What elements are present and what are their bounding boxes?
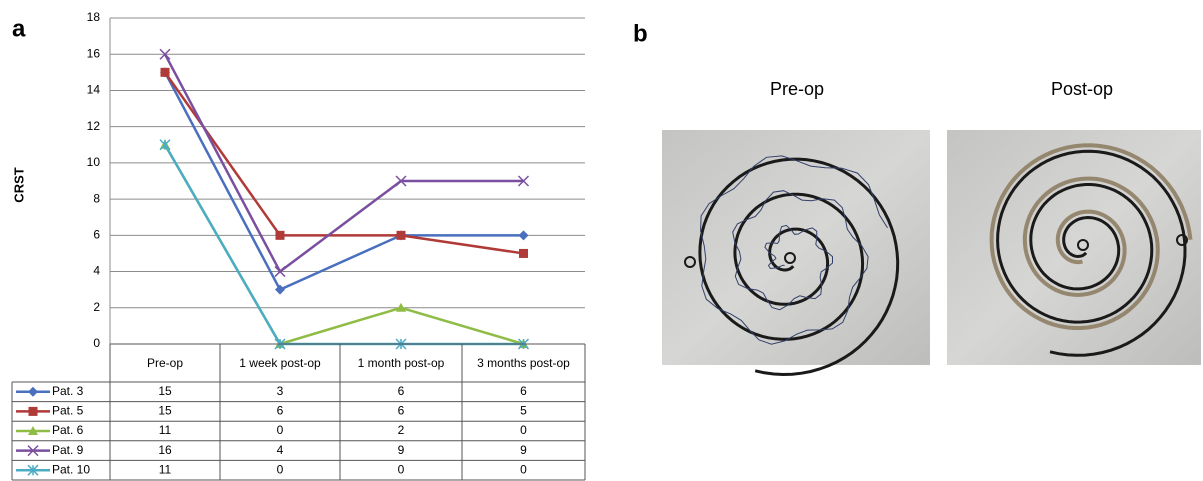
marker <box>517 175 530 187</box>
legend-marker <box>28 386 38 397</box>
x-category-cell: 1 month post-op <box>357 355 445 370</box>
photo-label: Post-op <box>1051 79 1113 99</box>
legend-label: Pat. 10 <box>52 462 90 476</box>
table-value: 15 <box>158 384 172 398</box>
photo-drawings <box>684 143 1193 377</box>
marker <box>159 48 171 60</box>
x-category-cell: 3 months post-op <box>477 355 570 370</box>
y-tick-label: 8 <box>93 191 100 205</box>
x-tick-label: 1 month post-op <box>357 355 445 370</box>
y-tick-label: 4 <box>93 264 100 278</box>
table-value: 6 <box>398 404 405 418</box>
table-value: 2 <box>398 423 405 437</box>
legend-label: Pat. 5 <box>52 404 84 418</box>
table-value: 11 <box>159 423 172 437</box>
panel-label: b <box>633 20 648 47</box>
y-tick-label: 12 <box>87 119 101 133</box>
series-line <box>163 53 524 274</box>
spiral-center <box>784 252 796 264</box>
table-value: 4 <box>277 443 284 457</box>
y-tick-label: 2 <box>93 300 100 314</box>
x-category-cell: 1 week post-op <box>239 355 321 370</box>
marker <box>275 284 285 295</box>
spiral <box>996 149 1187 357</box>
y-tick-label: 0 <box>93 336 100 350</box>
x-tick-label: 1 week post-op <box>239 355 321 370</box>
trace <box>700 155 888 345</box>
x-category-cell: Pre-op <box>146 355 184 370</box>
series-line <box>163 71 524 292</box>
marker <box>160 67 170 77</box>
table-value: 0 <box>520 423 527 437</box>
table-value: 0 <box>277 462 284 476</box>
marker <box>519 248 528 258</box>
table-value: 11 <box>159 462 172 476</box>
table-value: 0 <box>277 423 284 437</box>
y-axis-label: CRST <box>11 167 26 202</box>
legend-marker <box>27 464 39 476</box>
marker <box>518 230 529 241</box>
table-value: 6 <box>520 384 527 398</box>
x-tick-label: Pre-op <box>146 355 184 370</box>
table-value: 5 <box>520 404 527 418</box>
legend-label: Pat. 6 <box>52 423 84 437</box>
table-value: 15 <box>158 404 172 418</box>
spiral <box>698 157 900 377</box>
y-tick-label: 16 <box>87 46 101 60</box>
table-value: 16 <box>158 443 172 457</box>
x-tick-label: 3 months post-op <box>477 355 570 370</box>
marker <box>274 266 286 278</box>
y-tick-label: 18 <box>87 10 101 24</box>
spiral-center <box>1077 239 1089 251</box>
legend-marker <box>28 426 38 435</box>
photo-label: Pre-op <box>770 79 824 99</box>
y-tick-label: 6 <box>93 228 100 242</box>
legend-label: Pat. 9 <box>52 443 84 457</box>
photo-pre-op <box>662 130 930 365</box>
table-value: 9 <box>520 443 527 457</box>
table-value: 3 <box>277 384 284 398</box>
table-value: 6 <box>277 404 284 418</box>
legend-label: Pat. 3 <box>52 384 84 398</box>
marker <box>395 175 407 187</box>
legend-marker <box>27 445 39 457</box>
table-value: 0 <box>398 462 405 476</box>
trace <box>989 143 1193 330</box>
marker <box>159 139 171 151</box>
marker <box>275 230 285 240</box>
table-value: 6 <box>398 384 405 398</box>
series-line <box>163 71 524 255</box>
y-tick-label: 10 <box>87 155 101 169</box>
spiral-end <box>1176 234 1188 246</box>
table-value: 0 <box>520 462 527 476</box>
table-value: 9 <box>398 443 405 457</box>
legend-marker <box>28 406 38 416</box>
panel-label: a <box>12 15 26 42</box>
y-tick-label: 14 <box>87 83 101 97</box>
spiral-end <box>684 256 696 268</box>
marker <box>396 230 406 240</box>
marker <box>396 302 406 312</box>
